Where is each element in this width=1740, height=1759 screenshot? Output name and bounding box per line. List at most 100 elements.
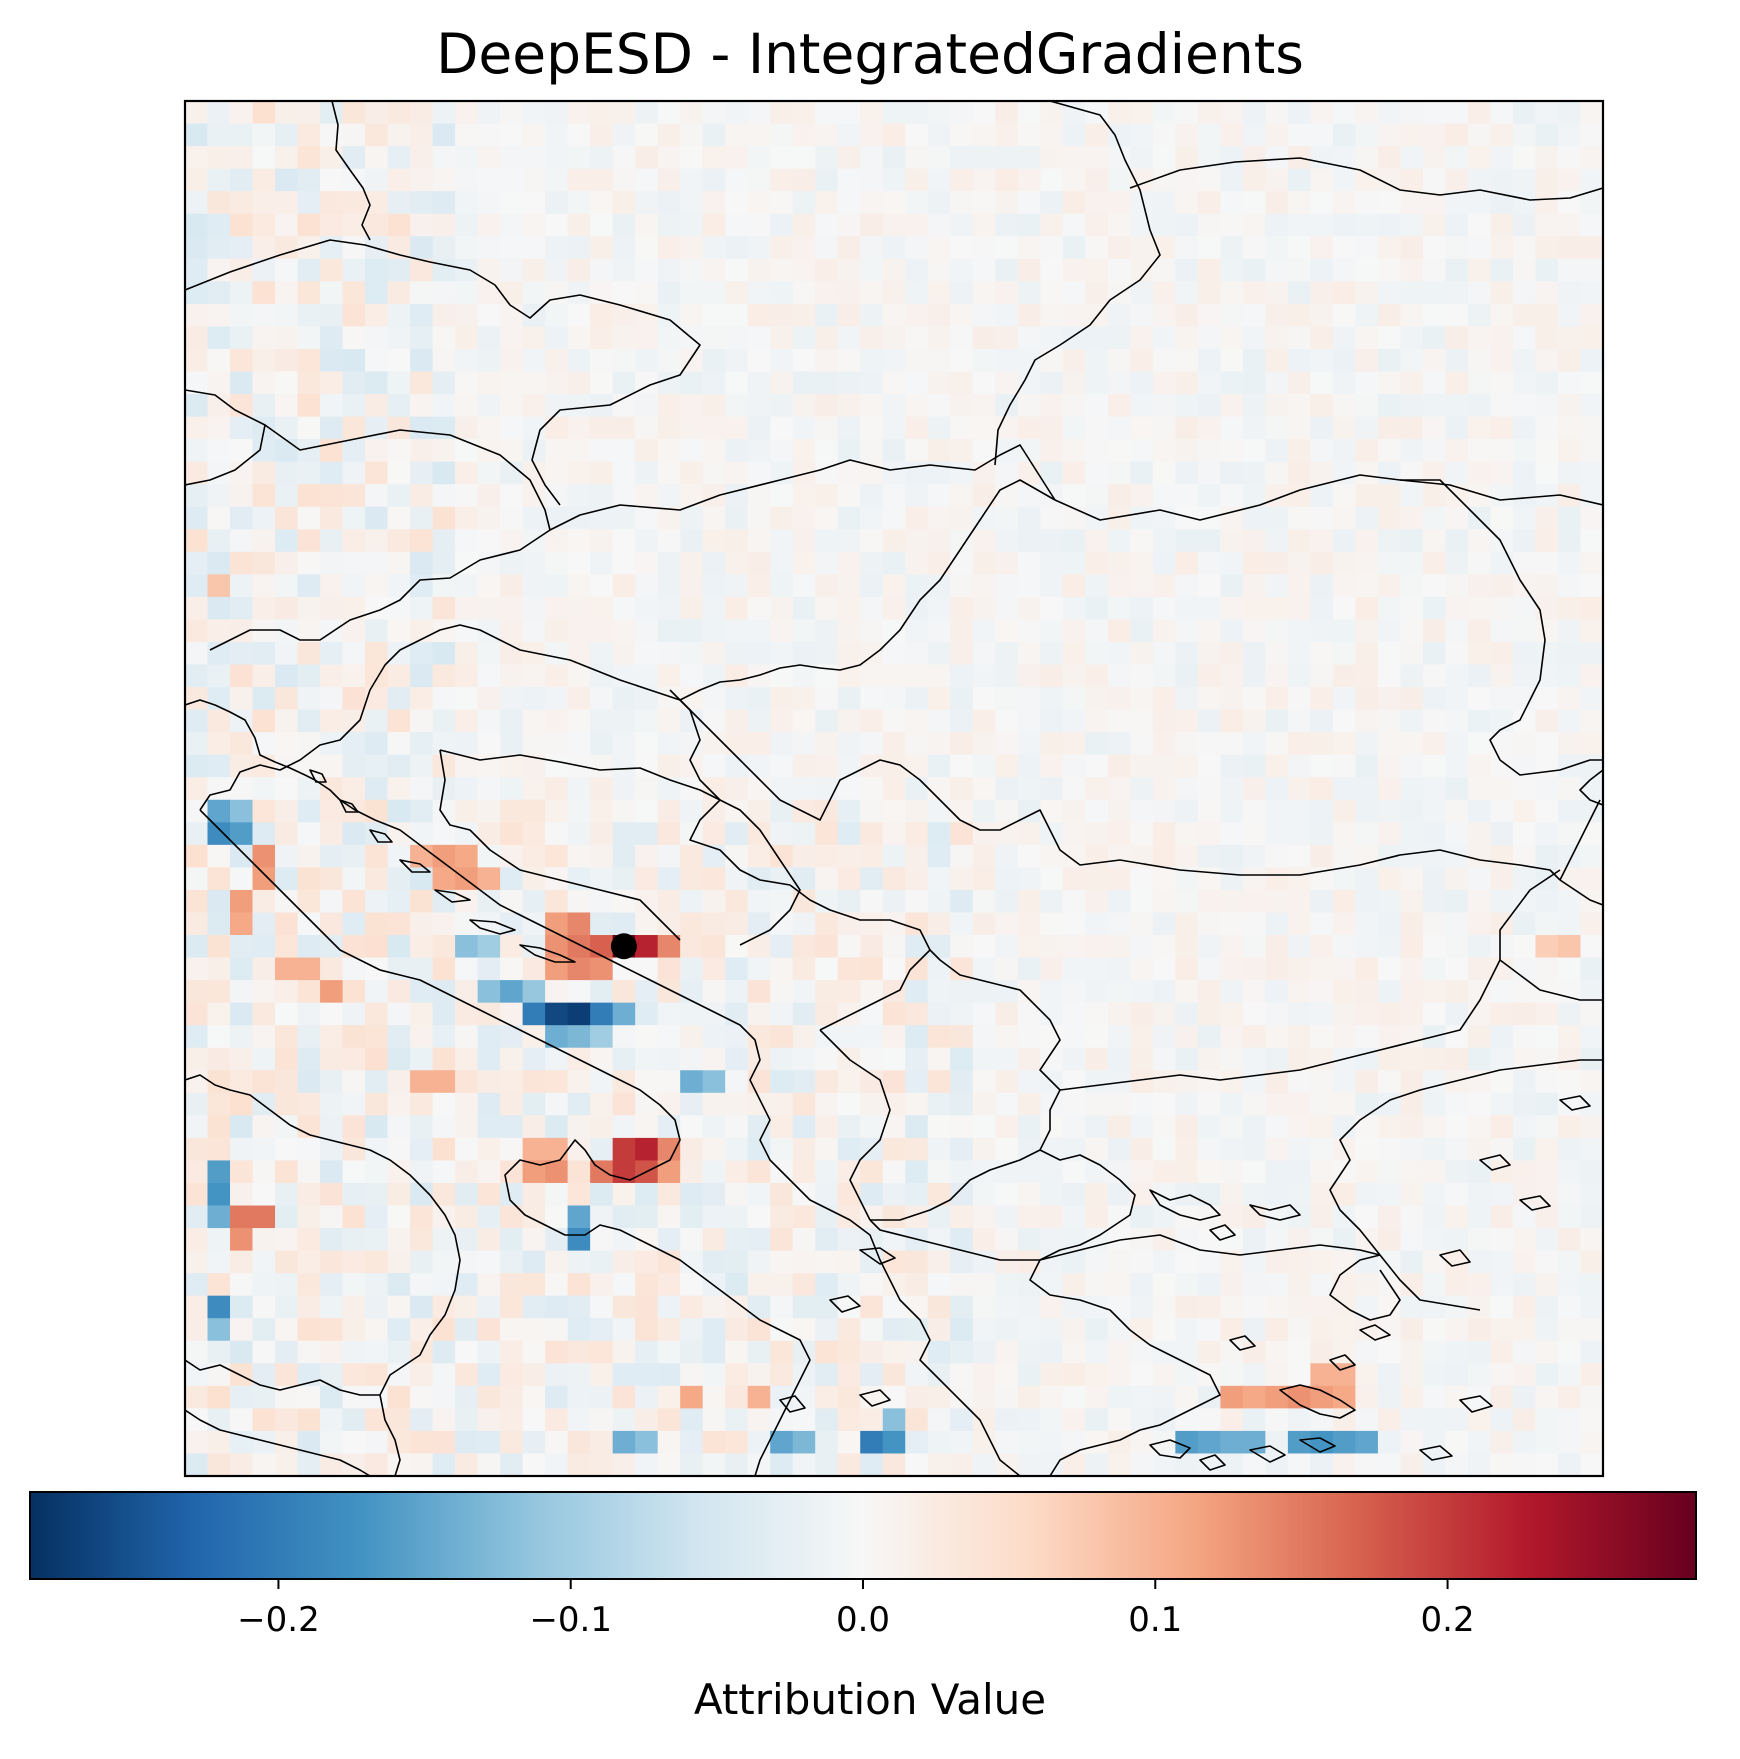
heatmap-cell [657, 1092, 681, 1116]
heatmap-cell [1400, 777, 1424, 801]
heatmap-cell [995, 777, 1019, 801]
heatmap-cell [770, 1340, 794, 1364]
heatmap-cell [1040, 1025, 1064, 1049]
heatmap-cell [230, 1228, 254, 1252]
heatmap-cell [387, 1025, 411, 1049]
heatmap-cell [612, 641, 636, 666]
heatmap-cell [1490, 551, 1514, 575]
heatmap-cell [342, 574, 366, 598]
heatmap-cell [927, 1002, 951, 1026]
heatmap-cell [590, 777, 614, 801]
heatmap-cell [635, 980, 659, 1004]
heatmap-cell [612, 348, 636, 373]
heatmap-cell [545, 1295, 569, 1319]
heatmap-cell [1287, 348, 1311, 373]
heatmap-cell [635, 326, 659, 350]
heatmap-cell [927, 1250, 951, 1274]
heatmap-cell [275, 191, 299, 215]
heatmap-cell [1445, 326, 1469, 350]
heatmap-cell [1377, 348, 1402, 373]
heatmap-cell [185, 574, 209, 598]
heatmap-cell [1512, 236, 1537, 260]
heatmap-cell [1265, 439, 1289, 463]
heatmap-cell [972, 732, 996, 756]
heatmap-cell [927, 732, 951, 756]
heatmap-cell [950, 822, 974, 846]
heatmap-cell [995, 146, 1019, 170]
heatmap-cell [1310, 326, 1334, 350]
heatmap-cell [342, 1137, 366, 1162]
heatmap-cell [657, 709, 681, 733]
heatmap-cell [275, 1453, 299, 1476]
heatmap-cell [1332, 371, 1357, 395]
heatmap-cell [590, 889, 614, 914]
heatmap-cell [1040, 146, 1064, 170]
heatmap-cell [1152, 822, 1176, 846]
heatmap-cell [275, 439, 299, 463]
heatmap-cell [387, 371, 411, 395]
heatmap-cell [500, 1430, 524, 1455]
heatmap-cell [500, 596, 524, 621]
heatmap-cell [1062, 709, 1086, 733]
heatmap-cell [1332, 1228, 1357, 1252]
heatmap-cell [1220, 641, 1244, 666]
heatmap-cell [792, 236, 816, 260]
heatmap-cell [860, 687, 884, 711]
heatmap-cell [1377, 258, 1402, 282]
heatmap-cell [1400, 957, 1424, 981]
heatmap-cell [837, 596, 861, 621]
heatmap-cell [1355, 777, 1379, 801]
heatmap-cell [320, 822, 344, 846]
heatmap-cell [252, 822, 276, 846]
chart-title: DeepESD - IntegratedGradients [436, 22, 1304, 86]
heatmap-cell [1535, 326, 1559, 350]
heatmap-cell [927, 777, 951, 801]
heatmap-cell [815, 1318, 839, 1342]
heatmap-cell [1490, 168, 1514, 192]
heatmap-cell [432, 574, 456, 598]
heatmap-cell [545, 1250, 569, 1274]
heatmap-cell [1377, 1025, 1402, 1049]
heatmap-cell [522, 687, 546, 711]
heatmap-cell [342, 777, 366, 801]
heatmap-cell [387, 191, 411, 215]
heatmap-cell [905, 709, 929, 733]
heatmap-cell [387, 1002, 411, 1026]
heatmap-cell [207, 123, 231, 147]
heatmap-cell [927, 551, 951, 575]
heatmap-cell [1512, 957, 1537, 981]
heatmap-cell [702, 574, 726, 598]
heatmap-cell [432, 1228, 456, 1252]
heatmap-cell [972, 596, 996, 621]
heatmap-cell [1422, 1318, 1447, 1342]
heatmap-cell [1017, 935, 1041, 959]
heatmap-cell [1377, 213, 1402, 237]
heatmap-cell [387, 867, 411, 891]
heatmap-cell [567, 732, 591, 756]
heatmap-cell [545, 889, 569, 914]
heatmap-cell [522, 574, 546, 598]
heatmap-cell [387, 1070, 411, 1094]
heatmap-cell [1287, 461, 1311, 485]
heatmap-cell [1265, 281, 1289, 305]
heatmap-cell [815, 326, 839, 350]
heatmap-cell [972, 146, 996, 170]
heatmap-cell [995, 935, 1019, 959]
heatmap-cell [972, 641, 996, 666]
heatmap-cell [1422, 980, 1447, 1004]
heatmap-cell [1017, 912, 1041, 936]
location-marker [610, 933, 637, 960]
heatmap-cell [882, 1363, 906, 1387]
heatmap-cell [1265, 1318, 1289, 1342]
heatmap-cell [545, 1205, 569, 1229]
heatmap-cell [1377, 281, 1402, 305]
heatmap-cell [252, 957, 276, 981]
heatmap-cell [275, 664, 299, 688]
heatmap-cell [905, 1363, 929, 1387]
heatmap-cell [545, 574, 569, 598]
heatmap-cell [905, 1408, 929, 1432]
heatmap-cell [725, 1273, 749, 1297]
heatmap-cell [882, 191, 906, 215]
heatmap-cell [297, 754, 321, 778]
heatmap-cell [1377, 799, 1402, 823]
